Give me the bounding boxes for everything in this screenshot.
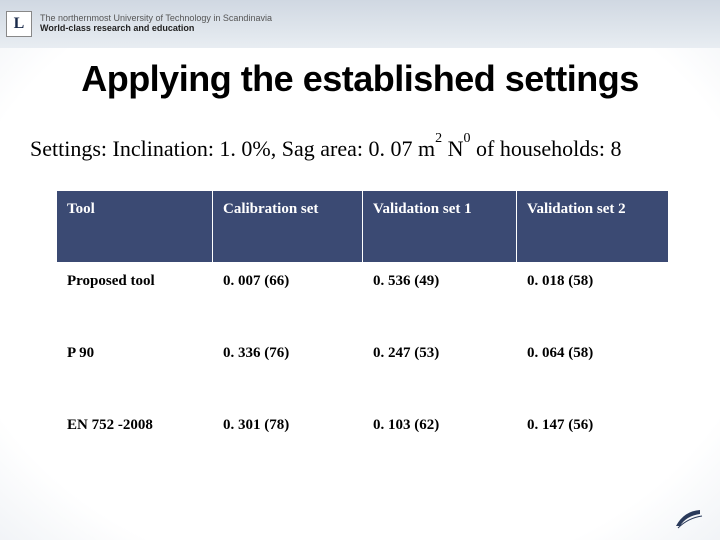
- corner-logo-icon: [674, 506, 704, 530]
- header-line2: World-class research and education: [40, 24, 272, 34]
- table-row: Proposed tool 0. 007 (66) 0. 536 (49) 0.…: [57, 263, 669, 335]
- table-cell: 0. 007 (66): [213, 263, 363, 335]
- col-header: Tool: [57, 191, 213, 263]
- table-cell: 0. 247 (53): [363, 335, 517, 407]
- settings-text-p1: Settings: Inclination: 1. 0%, Sag area: …: [30, 136, 435, 161]
- header-bar: L The northernmost University of Technol…: [0, 0, 720, 48]
- table-cell: 0. 147 (56): [517, 407, 669, 479]
- table-cell: 0. 301 (78): [213, 407, 363, 479]
- table-header-row: Tool Calibration set Validation set 1 Va…: [57, 191, 669, 263]
- table-row: P 90 0. 336 (76) 0. 247 (53) 0. 064 (58): [57, 335, 669, 407]
- table-cell: P 90: [57, 335, 213, 407]
- table-cell: 0. 064 (58): [517, 335, 669, 407]
- logo-letter: L: [14, 15, 25, 33]
- logo-box: L: [6, 11, 32, 37]
- table-cell: EN 752 -2008: [57, 407, 213, 479]
- table-cell: Proposed tool: [57, 263, 213, 335]
- table-row: EN 752 -2008 0. 301 (78) 0. 103 (62) 0. …: [57, 407, 669, 479]
- settings-sup2: 0: [464, 131, 471, 146]
- table-cell: 0. 103 (62): [363, 407, 517, 479]
- settings-text-p3: of households: 8: [471, 136, 622, 161]
- settings-sup1: 2: [435, 131, 442, 146]
- header-text: The northernmost University of Technolog…: [40, 14, 272, 34]
- page-title: Applying the established settings: [0, 58, 720, 100]
- table-cell: 0. 536 (49): [363, 263, 517, 335]
- col-header: Validation set 1: [363, 191, 517, 263]
- table-cell: 0. 018 (58): [517, 263, 669, 335]
- settings-line: Settings: Inclination: 1. 0%, Sag area: …: [30, 136, 621, 162]
- settings-text-p2: N: [442, 136, 463, 161]
- table-cell: 0. 336 (76): [213, 335, 363, 407]
- col-header: Validation set 2: [517, 191, 669, 263]
- col-header: Calibration set: [213, 191, 363, 263]
- results-table: Tool Calibration set Validation set 1 Va…: [56, 190, 669, 479]
